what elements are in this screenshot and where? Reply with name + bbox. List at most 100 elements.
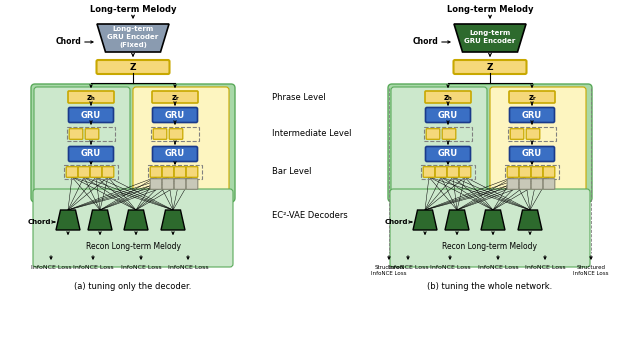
Text: Long-term Melody: Long-term Melody [90,5,176,14]
Text: (b) tuning the whole network.: (b) tuning the whole network. [428,282,552,291]
Bar [148,165,202,179]
Text: zₕ: zₕ [444,93,452,102]
FancyBboxPatch shape [133,87,229,199]
Text: GRU: GRU [165,110,185,119]
Text: EC²-VAE Decoders: EC²-VAE Decoders [272,211,348,220]
FancyBboxPatch shape [509,91,555,103]
Text: Z: Z [130,62,136,72]
FancyBboxPatch shape [186,167,198,177]
Polygon shape [97,24,169,52]
Text: Long-term
GRU Encoder: Long-term GRU Encoder [465,30,516,44]
FancyBboxPatch shape [531,167,543,177]
Bar [505,165,559,179]
Text: Recon Long-term Melody: Recon Long-term Melody [442,242,538,251]
Polygon shape [161,210,185,230]
Text: InfoNCE Loss: InfoNCE Loss [73,265,113,270]
Bar [508,127,556,141]
FancyBboxPatch shape [442,129,456,139]
Text: InfoNCE Loss: InfoNCE Loss [388,265,428,270]
Bar [424,127,472,141]
FancyBboxPatch shape [435,167,447,177]
FancyBboxPatch shape [507,167,519,177]
Polygon shape [481,210,505,230]
Polygon shape [454,24,526,52]
FancyBboxPatch shape [543,167,555,177]
FancyBboxPatch shape [460,167,471,177]
FancyBboxPatch shape [426,107,470,122]
FancyBboxPatch shape [526,129,540,139]
Bar [34,88,232,250]
Bar [151,127,199,141]
Text: GRU: GRU [438,150,458,159]
Text: zᵣ: zᵣ [171,93,179,102]
Text: InfoNCE Loss: InfoNCE Loss [429,265,470,270]
Text: Intermediate Level: Intermediate Level [272,130,351,139]
FancyBboxPatch shape [391,87,487,199]
Text: InfoNCE Loss: InfoNCE Loss [525,265,565,270]
FancyBboxPatch shape [68,147,113,162]
Text: InfoNCE Loss: InfoNCE Loss [477,265,518,270]
Bar [67,127,115,141]
Text: Chord: Chord [55,37,81,46]
Text: Chord: Chord [412,37,438,46]
Polygon shape [56,210,80,230]
Text: Structured
InfoNCE Loss: Structured InfoNCE Loss [573,265,609,276]
Text: Phrase Level: Phrase Level [272,93,326,102]
FancyBboxPatch shape [90,167,102,177]
FancyBboxPatch shape [519,167,531,177]
Polygon shape [518,210,542,230]
FancyBboxPatch shape [509,147,554,162]
Polygon shape [445,210,469,230]
FancyBboxPatch shape [152,91,198,103]
FancyBboxPatch shape [426,147,470,162]
FancyBboxPatch shape [490,87,586,199]
FancyBboxPatch shape [152,107,198,122]
FancyBboxPatch shape [97,60,170,74]
FancyBboxPatch shape [426,129,440,139]
Text: Z: Z [487,62,493,72]
Text: InfoNCE Loss: InfoNCE Loss [168,265,208,270]
Text: (a) tuning only the decoder.: (a) tuning only the decoder. [74,282,192,291]
Text: Chord: Chord [385,219,408,225]
FancyBboxPatch shape [186,179,198,189]
FancyBboxPatch shape [69,129,83,139]
Text: Long-term
GRU Encoder
(Fixed): Long-term GRU Encoder (Fixed) [108,26,159,48]
Polygon shape [124,210,148,230]
FancyBboxPatch shape [34,87,130,199]
FancyBboxPatch shape [174,179,186,189]
Text: GRU: GRU [81,150,101,159]
FancyBboxPatch shape [423,167,435,177]
Text: Long-term Melody: Long-term Melody [447,5,533,14]
FancyBboxPatch shape [102,167,114,177]
Polygon shape [413,210,437,230]
FancyBboxPatch shape [68,107,113,122]
FancyBboxPatch shape [447,167,459,177]
FancyBboxPatch shape [388,84,592,202]
FancyBboxPatch shape [68,91,114,103]
FancyBboxPatch shape [519,179,531,189]
FancyBboxPatch shape [162,179,174,189]
Bar [391,88,589,250]
FancyBboxPatch shape [531,179,543,189]
FancyBboxPatch shape [390,189,590,267]
Text: Structured
InfoNCE Loss: Structured InfoNCE Loss [371,265,407,276]
FancyBboxPatch shape [425,91,471,103]
Bar [64,165,118,179]
Text: zᵣ: zᵣ [528,93,536,102]
FancyBboxPatch shape [85,129,99,139]
Text: GRU: GRU [81,110,101,119]
Text: Chord: Chord [28,219,51,225]
FancyBboxPatch shape [509,107,554,122]
FancyBboxPatch shape [510,129,524,139]
Text: GRU: GRU [165,150,185,159]
FancyBboxPatch shape [174,167,186,177]
FancyBboxPatch shape [31,84,235,202]
FancyBboxPatch shape [454,60,527,74]
Text: InfoNCE Loss: InfoNCE Loss [31,265,71,270]
FancyBboxPatch shape [66,167,78,177]
FancyBboxPatch shape [33,189,233,267]
Text: GRU: GRU [522,110,542,119]
FancyBboxPatch shape [162,167,174,177]
Polygon shape [88,210,112,230]
FancyBboxPatch shape [153,129,167,139]
